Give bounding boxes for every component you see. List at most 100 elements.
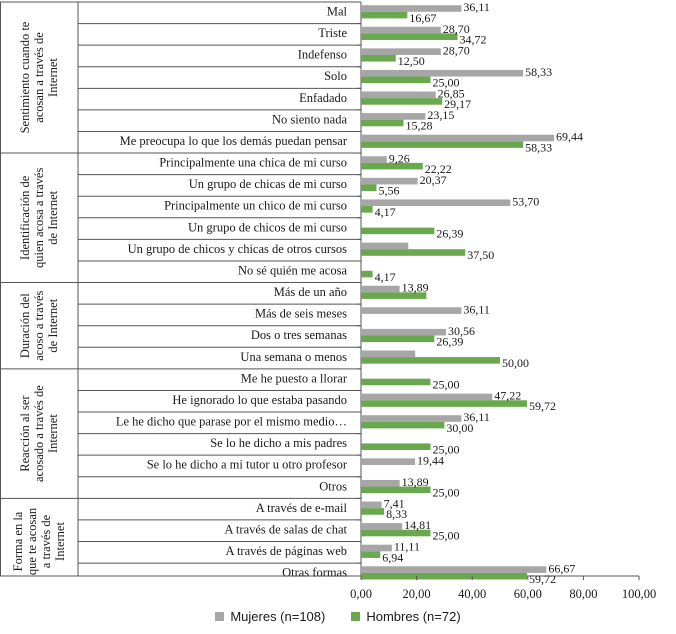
bar-women <box>361 393 493 401</box>
value-label-women: 20,37 <box>420 173 447 187</box>
group-label: Reacción al seracosado a través deIntern… <box>18 385 60 482</box>
category-label: He ignorado lo que estaba pasando <box>172 393 347 407</box>
group-label-line: acoso a través <box>32 291 46 361</box>
bar-men <box>361 206 373 213</box>
bar-men <box>361 292 427 299</box>
bar-men <box>361 11 408 19</box>
legend-label-women: Mujeres (n=108) <box>230 609 326 624</box>
category-label: Solo <box>324 69 347 83</box>
category-label: Le he dicho que parase por el mismo medi… <box>116 415 347 429</box>
value-label-women: 47,22 <box>494 389 521 403</box>
value-label-men: 50,00 <box>502 356 529 370</box>
value-label-women: 23,15 <box>427 108 454 122</box>
bar-men <box>361 54 396 62</box>
x-axis-ticks: 0,00 20,00 40,00 60,00 80,00 100,00 <box>350 576 656 601</box>
value-label-men: 29,17 <box>444 97 471 111</box>
bar-women <box>361 328 446 336</box>
category-label: No sé quién me acosa <box>238 263 347 277</box>
bar-men <box>361 119 404 127</box>
category-label: Un grupo de chicos de mi curso <box>188 220 347 234</box>
bar-men <box>361 184 377 192</box>
x-tick-label: 80,00 <box>569 587 597 601</box>
group-label-line: Identificación de <box>18 175 32 260</box>
bar-men <box>361 572 528 580</box>
value-label-men: 22,22 <box>425 162 452 176</box>
value-label-men: 4,17 <box>375 205 396 219</box>
legend-label-men: Hombres (n=72) <box>366 609 461 624</box>
bar-men <box>361 400 528 407</box>
value-label-men: 5,56 <box>378 183 399 197</box>
legend-swatch-women <box>215 612 225 621</box>
bar-women <box>361 26 441 34</box>
bar-women <box>361 5 462 12</box>
bar-women <box>361 285 400 293</box>
value-label-men: 26,39 <box>436 335 463 349</box>
group-label-line: a través de <box>39 514 53 568</box>
bar-women <box>361 134 555 142</box>
value-label-men: 30,00 <box>446 421 473 435</box>
category-label: Dos o tres semanas <box>251 328 347 342</box>
bar-men <box>361 378 431 386</box>
bar-women <box>361 523 403 530</box>
bar-men <box>361 357 500 364</box>
bar-women <box>361 458 416 465</box>
value-label-men: 25,00 <box>433 529 460 543</box>
value-label-women: 28,70 <box>443 43 470 57</box>
x-tick-label: 20,00 <box>403 587 431 601</box>
category-label: Indefenso <box>298 48 347 62</box>
value-label-women: 26,85 <box>438 87 465 101</box>
group-label-line: quien acosa a través <box>32 168 46 268</box>
bars <box>361 5 555 580</box>
value-label-women: 13,89 <box>402 281 429 295</box>
value-label-men: 25,00 <box>433 76 460 90</box>
bar-women <box>361 479 400 487</box>
value-label-men: 26,39 <box>436 227 463 241</box>
category-label: A través de páginas web <box>226 544 348 558</box>
bar-women <box>361 501 382 509</box>
bar-women <box>361 307 462 314</box>
value-label-men: 58,33 <box>525 140 552 154</box>
category-label: Principalmente un chico de mi curso <box>164 199 347 213</box>
category-label: Me preocupa lo que los demás puedan pens… <box>120 134 348 148</box>
legend-swatch-men <box>351 612 361 621</box>
bar-men <box>361 508 385 515</box>
value-label-men: 34,72 <box>460 32 487 46</box>
legend: Mujeres (n=108) Hombres (n=72) <box>0 609 676 624</box>
category-label: Más de seis meses <box>255 307 347 321</box>
group-label: Forma en laque te acosana través deInter… <box>11 507 67 575</box>
value-label-women: 14,81 <box>404 518 431 532</box>
group-label-line: Forma en la <box>11 511 25 571</box>
value-label-women: 36,11 <box>463 410 490 424</box>
bar-men <box>361 98 443 105</box>
category-label: Me he puesto a llorar <box>241 371 348 385</box>
legend-item-women: Mujeres (n=108) <box>215 609 325 624</box>
bar-men <box>361 421 445 429</box>
category-label: No siento nada <box>272 112 347 126</box>
bar-women <box>361 544 392 552</box>
x-tick-label: 60,00 <box>514 587 542 601</box>
group-label-line: Internet <box>46 58 60 97</box>
value-label-men: 37,50 <box>467 248 494 262</box>
bar-women <box>361 69 524 77</box>
value-label-women: 28,70 <box>443 22 470 36</box>
group-label-line: acosado a través de <box>32 385 46 482</box>
category-label: Un grupo de chicas de mi curso <box>189 177 347 191</box>
value-label-men: 4,17 <box>375 270 396 284</box>
value-label-men: 25,00 <box>433 486 460 500</box>
bar-women <box>361 91 436 99</box>
group-label: Sentimiento cuando teacosan a través deI… <box>18 21 60 133</box>
bar-men <box>361 335 435 343</box>
value-label-men: 15,28 <box>405 119 432 133</box>
bar-men <box>361 551 381 558</box>
category-label: Se lo he dicho a mi tutor u otro profeso… <box>147 458 348 472</box>
bar-women <box>361 199 511 207</box>
bar-men <box>361 529 431 537</box>
value-label-men: 16,67 <box>409 11 436 25</box>
group-labels: Sentimiento cuando teacosan a través deI… <box>11 21 67 575</box>
value-label-women: 13,89 <box>402 475 429 489</box>
value-label-women: 58,33 <box>525 65 552 79</box>
group-label: Identificación dequien acosa a travésde … <box>18 168 60 268</box>
bar-women <box>361 156 387 163</box>
bar-men <box>361 249 466 256</box>
